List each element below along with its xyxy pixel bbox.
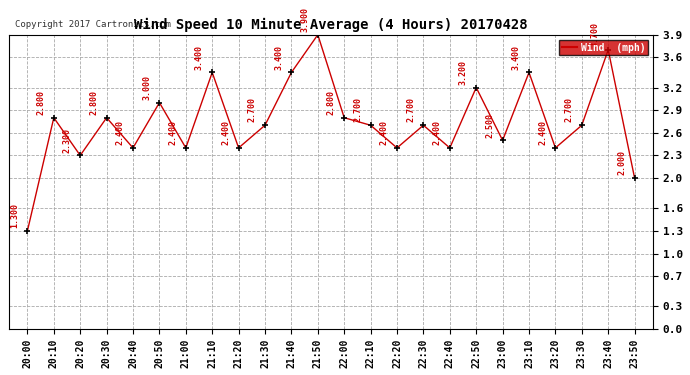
Text: 2.500: 2.500 bbox=[485, 112, 494, 138]
Text: 2.000: 2.000 bbox=[618, 150, 627, 175]
Text: 2.400: 2.400 bbox=[433, 120, 442, 145]
Text: 1.300: 1.300 bbox=[10, 203, 19, 228]
Legend: Wind  (mph): Wind (mph) bbox=[560, 40, 648, 56]
Text: 2.400: 2.400 bbox=[116, 120, 125, 145]
Text: 3.400: 3.400 bbox=[274, 45, 283, 70]
Text: 2.400: 2.400 bbox=[221, 120, 230, 145]
Text: 2.800: 2.800 bbox=[327, 90, 336, 115]
Text: 2.800: 2.800 bbox=[89, 90, 98, 115]
Text: 2.700: 2.700 bbox=[564, 98, 573, 123]
Text: 2.700: 2.700 bbox=[248, 98, 257, 123]
Text: 2.400: 2.400 bbox=[168, 120, 177, 145]
Text: 2.300: 2.300 bbox=[63, 128, 72, 153]
Text: 2.400: 2.400 bbox=[538, 120, 547, 145]
Text: 2.700: 2.700 bbox=[353, 98, 362, 123]
Text: 3.900: 3.900 bbox=[300, 7, 310, 32]
Text: 2.700: 2.700 bbox=[406, 98, 415, 123]
Text: 3.000: 3.000 bbox=[142, 75, 151, 100]
Text: 2.800: 2.800 bbox=[37, 90, 46, 115]
Text: 3.200: 3.200 bbox=[459, 60, 468, 85]
Text: Copyright 2017 Cartronics.com: Copyright 2017 Cartronics.com bbox=[15, 20, 171, 29]
Text: 3.400: 3.400 bbox=[195, 45, 204, 70]
Text: 3.400: 3.400 bbox=[512, 45, 521, 70]
Title: Wind Speed 10 Minute Average (4 Hours) 20170428: Wind Speed 10 Minute Average (4 Hours) 2… bbox=[134, 18, 528, 32]
Text: 3.700: 3.700 bbox=[591, 22, 600, 47]
Text: 2.400: 2.400 bbox=[380, 120, 388, 145]
